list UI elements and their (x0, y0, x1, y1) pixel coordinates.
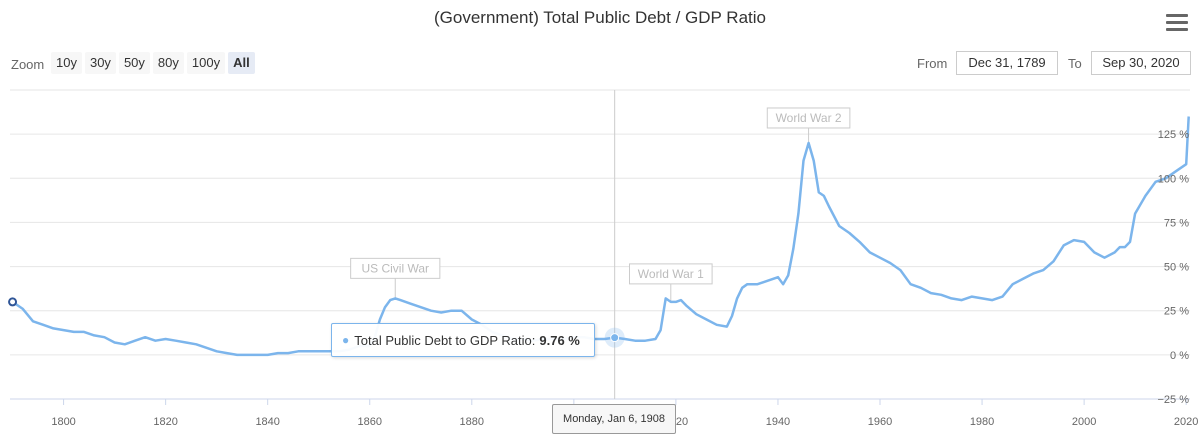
event-flag[interactable]: World War 2 (766, 107, 851, 143)
x-axis-ticks: 1800182018401860188019001920194019601980… (51, 399, 1198, 428)
x-tick-label: 1840 (255, 416, 279, 428)
y-tick-label: 50 % (1164, 262, 1189, 274)
zoom-80y-button[interactable]: 80y (152, 52, 184, 74)
x-tick-label: 1800 (51, 416, 75, 428)
to-date-input[interactable]: Sep 30, 2020 (1091, 51, 1191, 75)
y-tick-label: 125 % (1158, 129, 1189, 141)
series-line-debt-to-gdp (11, 116, 1190, 357)
x-tick-label: 1860 (357, 416, 381, 428)
series-start-marker (8, 297, 18, 307)
zoom-all-button[interactable]: All (228, 52, 255, 74)
zoom-30y-button[interactable]: 30y (84, 52, 116, 74)
event-flag[interactable]: US Civil War (350, 257, 441, 299)
y-tick-label: 75 % (1164, 217, 1189, 229)
to-label: To (1068, 56, 1082, 71)
from-date-input[interactable]: Dec 31, 1789 (956, 51, 1058, 75)
y-tick-label: 25 % (1164, 306, 1189, 318)
zoom-10y-button[interactable]: 10y (51, 52, 82, 74)
tooltip-label: Total Public Debt to GDP Ratio: (354, 332, 536, 348)
x-tick-label: 2020 (1174, 416, 1198, 428)
event-flag[interactable]: World War 1 (629, 263, 713, 302)
zoom-button-group: 10y 30y 50y 80y 100y All (51, 52, 255, 74)
y-axis-ticks: −25 % 0 % 25 % 50 % 75 % 100 % 125 % (1158, 129, 1190, 406)
chart-title: (Government) Total Public Debt / GDP Rat… (434, 8, 766, 27)
tooltip-value: 9.76 % (539, 332, 580, 348)
gridlines (10, 89, 1190, 400)
y-tick-label: 100 % (1158, 173, 1189, 185)
x-tick-label: 1880 (460, 416, 484, 428)
zoom-100y-button[interactable]: 100y (186, 52, 226, 74)
tooltip-series-dot-icon: ● (342, 333, 350, 347)
zoom-label: Zoom (11, 57, 45, 72)
hamburger-menu-icon[interactable] (1166, 14, 1188, 34)
event-flag-label: World War 1 (638, 267, 704, 281)
x-tick-label: 1940 (766, 416, 790, 428)
crosshair-date-label: Monday, Jan 6, 1908 (552, 404, 676, 434)
zoom-50y-button[interactable]: 50y (118, 52, 150, 74)
event-flags: US Civil War World War 1 World War 2 (350, 107, 851, 302)
x-tick-label: 1960 (868, 416, 892, 428)
tooltip: ● Total Public Debt to GDP Ratio: 9.76 % (331, 323, 595, 357)
hover-point (610, 333, 620, 343)
event-flag-label: US Civil War (361, 261, 429, 275)
x-tick-label: 1820 (153, 416, 177, 428)
from-label: From (917, 56, 948, 71)
y-tick-label: −25 % (1158, 394, 1190, 406)
x-tick-label: 2000 (1072, 416, 1096, 428)
event-flag-label: World War 2 (776, 111, 842, 125)
x-tick-label: 1980 (970, 416, 994, 428)
y-tick-label: 0 % (1170, 350, 1189, 362)
